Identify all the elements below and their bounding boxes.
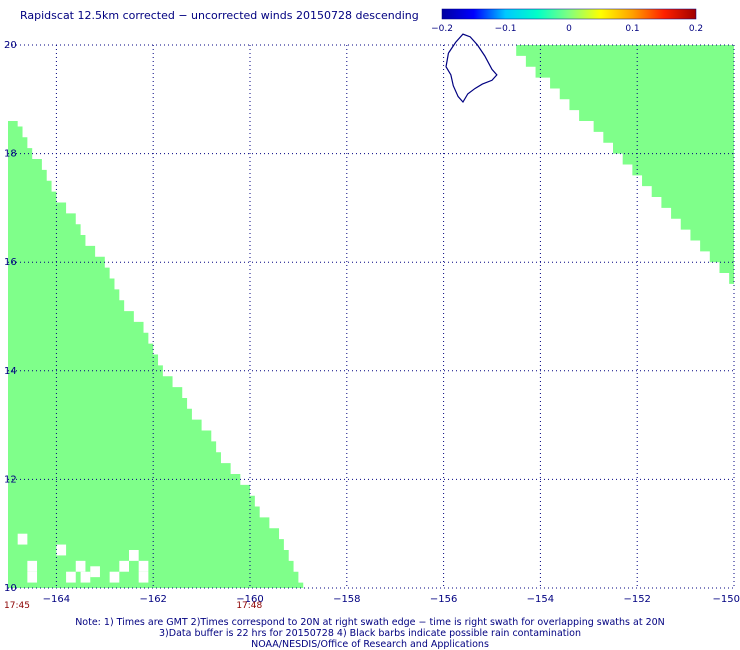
- chart-title: Rapidscat 12.5km corrected − uncorrected…: [20, 9, 419, 22]
- x-tick-label: −164: [43, 594, 70, 605]
- x-tick-label: −158: [333, 594, 360, 605]
- y-tick-label: 16: [4, 257, 17, 268]
- wind-field: [8, 45, 734, 589]
- grid-lines: [8, 44, 735, 589]
- note-line-2: 3)Data buffer is 22 hrs for 20150728 4) …: [159, 628, 581, 639]
- missing-data-cell: [66, 571, 76, 583]
- missing-data-cell: [80, 571, 91, 583]
- colorbar-tick-label: 0.2: [689, 24, 703, 34]
- x-tick-label: −152: [623, 594, 650, 605]
- right-swath: [506, 45, 734, 290]
- x-tick-label: −162: [139, 594, 166, 605]
- colorbar-tick-label: −0.2: [431, 24, 453, 34]
- x-tick-label: −150: [713, 594, 740, 605]
- missing-data-cell: [17, 533, 28, 545]
- colorbar-tick-label: −0.1: [495, 24, 517, 34]
- y-tick-label: 12: [4, 474, 17, 485]
- colorbar: −0.2 −0.1 0 0.1 0.2: [431, 8, 703, 34]
- y-tick-label: 14: [4, 366, 17, 377]
- y-tick-label: 18: [4, 149, 17, 160]
- missing-data-cell: [119, 560, 129, 572]
- missing-data-cell: [138, 571, 149, 583]
- x-tick-label: −160: [236, 594, 263, 605]
- colorbar-tick-label: 0: [566, 24, 572, 34]
- missing-data-cell: [27, 571, 38, 583]
- missing-data-cell: [75, 560, 86, 572]
- x-tick-label: −154: [527, 594, 554, 605]
- missing-data-cell: [27, 560, 38, 572]
- missing-data-cell: [90, 566, 100, 578]
- y-tick-label: 20: [4, 40, 17, 51]
- coastline: [445, 33, 498, 104]
- time-label: 17:48: [236, 601, 262, 611]
- colorbar-bar: [441, 8, 697, 20]
- note-line-3: NOAA/NESDIS/Office of Research and Appli…: [251, 639, 489, 650]
- x-tick-label: −156: [430, 594, 457, 605]
- missing-data-cell: [129, 549, 139, 561]
- missing-data-cell: [56, 544, 67, 556]
- missing-data-cell: [138, 560, 149, 572]
- note-line-1: Note: 1) Times are GMT 2)Times correspon…: [75, 617, 665, 628]
- axis-labels: −164 −162 −160 −158 −156 −154 −152 −150 10 12 14 16…: [4, 40, 740, 611]
- colorbar-tick-label: 0.1: [625, 24, 639, 34]
- time-label: 17:45: [4, 601, 30, 611]
- hawaii-coastline: [445, 33, 498, 104]
- left-swath: [8, 121, 304, 589]
- missing-data-cell: [109, 571, 120, 583]
- y-tick-label: 10: [4, 583, 17, 594]
